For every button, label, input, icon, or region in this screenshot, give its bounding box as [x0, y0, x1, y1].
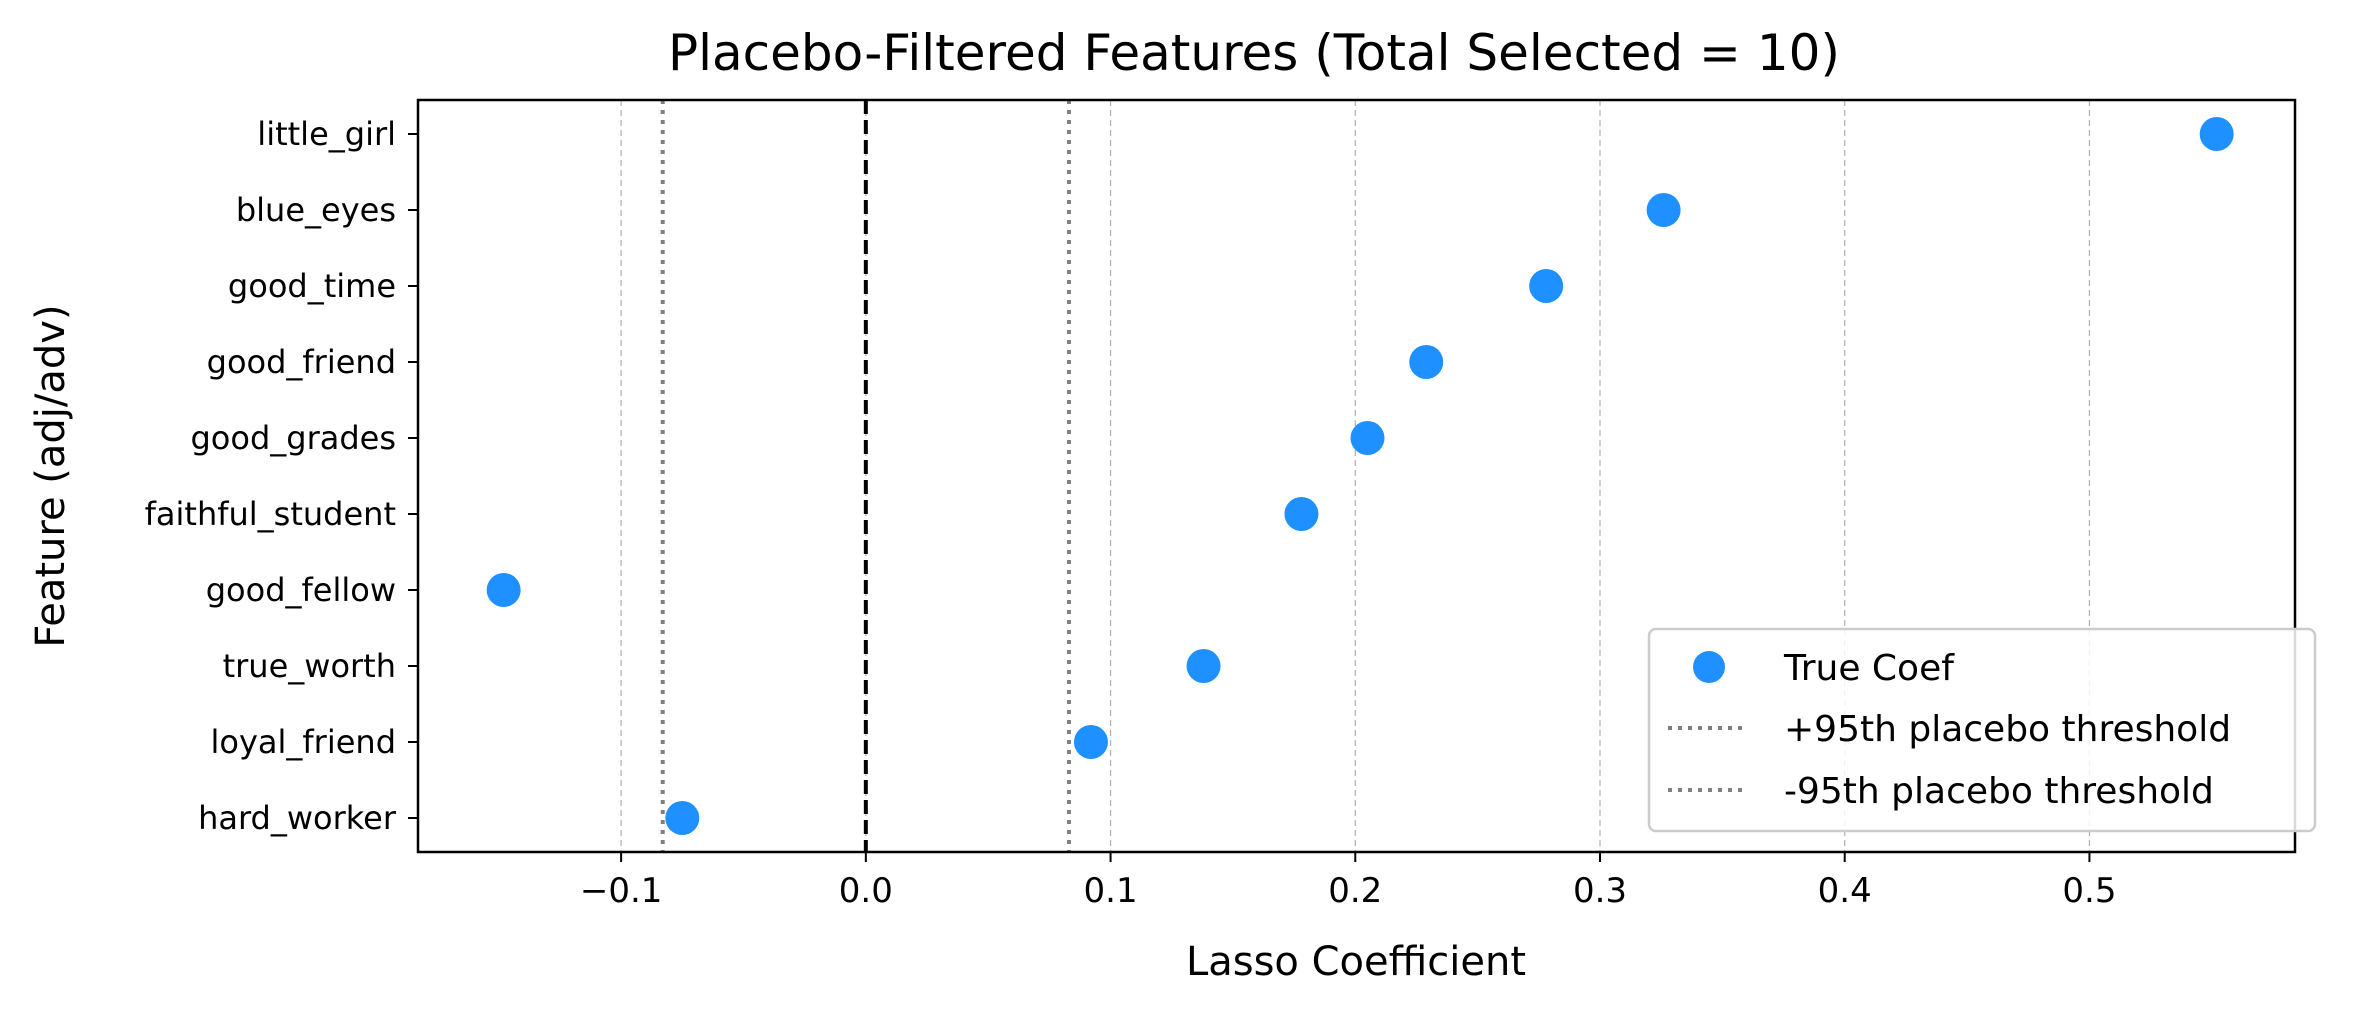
x-tick-label: −0.1 — [580, 871, 663, 911]
y-tick-label: good_fellow — [206, 571, 396, 609]
legend-marker-true-coef — [1693, 651, 1725, 683]
x-tick-label: 0.4 — [1818, 871, 1872, 911]
data-point — [665, 801, 700, 835]
data-point — [1186, 649, 1221, 683]
data-point — [1409, 345, 1444, 379]
data-point — [1073, 725, 1108, 759]
data-point — [1529, 269, 1564, 303]
data-point — [486, 573, 521, 607]
y-tick-label: true_worth — [223, 647, 396, 685]
x-axis-ticks: −0.1 0.0 0.1 0.2 0.3 0.4 0.5 — [580, 852, 2116, 911]
data-points — [486, 117, 2234, 835]
legend-label-upper-threshold: +95th placebo threshold — [1784, 709, 2231, 750]
y-axis-ticks: little_girl blue_eyes good_time good_friend… — [145, 115, 418, 837]
plot-frame — [416, 98, 2297, 854]
x-tick-label: 0.5 — [2062, 871, 2116, 911]
y-tick-label: good_friend — [207, 343, 396, 381]
data-point — [2199, 117, 2234, 151]
y-tick-label: loyal_friend — [211, 723, 397, 761]
data-point — [1646, 193, 1681, 227]
x-tick-label: 0.3 — [1573, 871, 1627, 911]
data-point — [1284, 497, 1319, 531]
legend-label-true-coef: True Coef — [1783, 648, 1955, 689]
y-tick-label: faithful_student — [145, 495, 396, 533]
data-point — [1350, 421, 1385, 455]
x-tick-label: 0.0 — [839, 871, 893, 911]
reference-lines — [660, 100, 1071, 852]
y-axis-label: Feature (adj/adv) — [28, 304, 74, 647]
x-tick-label: 0.2 — [1328, 871, 1382, 911]
y-tick-label: hard_worker — [198, 799, 397, 837]
x-axis-label: Lasso Coefficient — [1186, 939, 1526, 985]
legend-label-lower-threshold: -95th placebo threshold — [1784, 771, 2214, 812]
y-tick-label: blue_eyes — [236, 191, 396, 229]
y-tick-label: good_time — [228, 267, 396, 305]
x-tick-label: 0.1 — [1084, 871, 1138, 911]
chart-title: Placebo-Filtered Features (Total Selecte… — [668, 24, 1840, 82]
y-tick-label: good_grades — [190, 419, 396, 457]
legend-box — [1647, 627, 2317, 833]
legend: True Coef +95th placebo threshold -95th … — [1647, 627, 2317, 833]
y-tick-label: little_girl — [257, 115, 396, 153]
